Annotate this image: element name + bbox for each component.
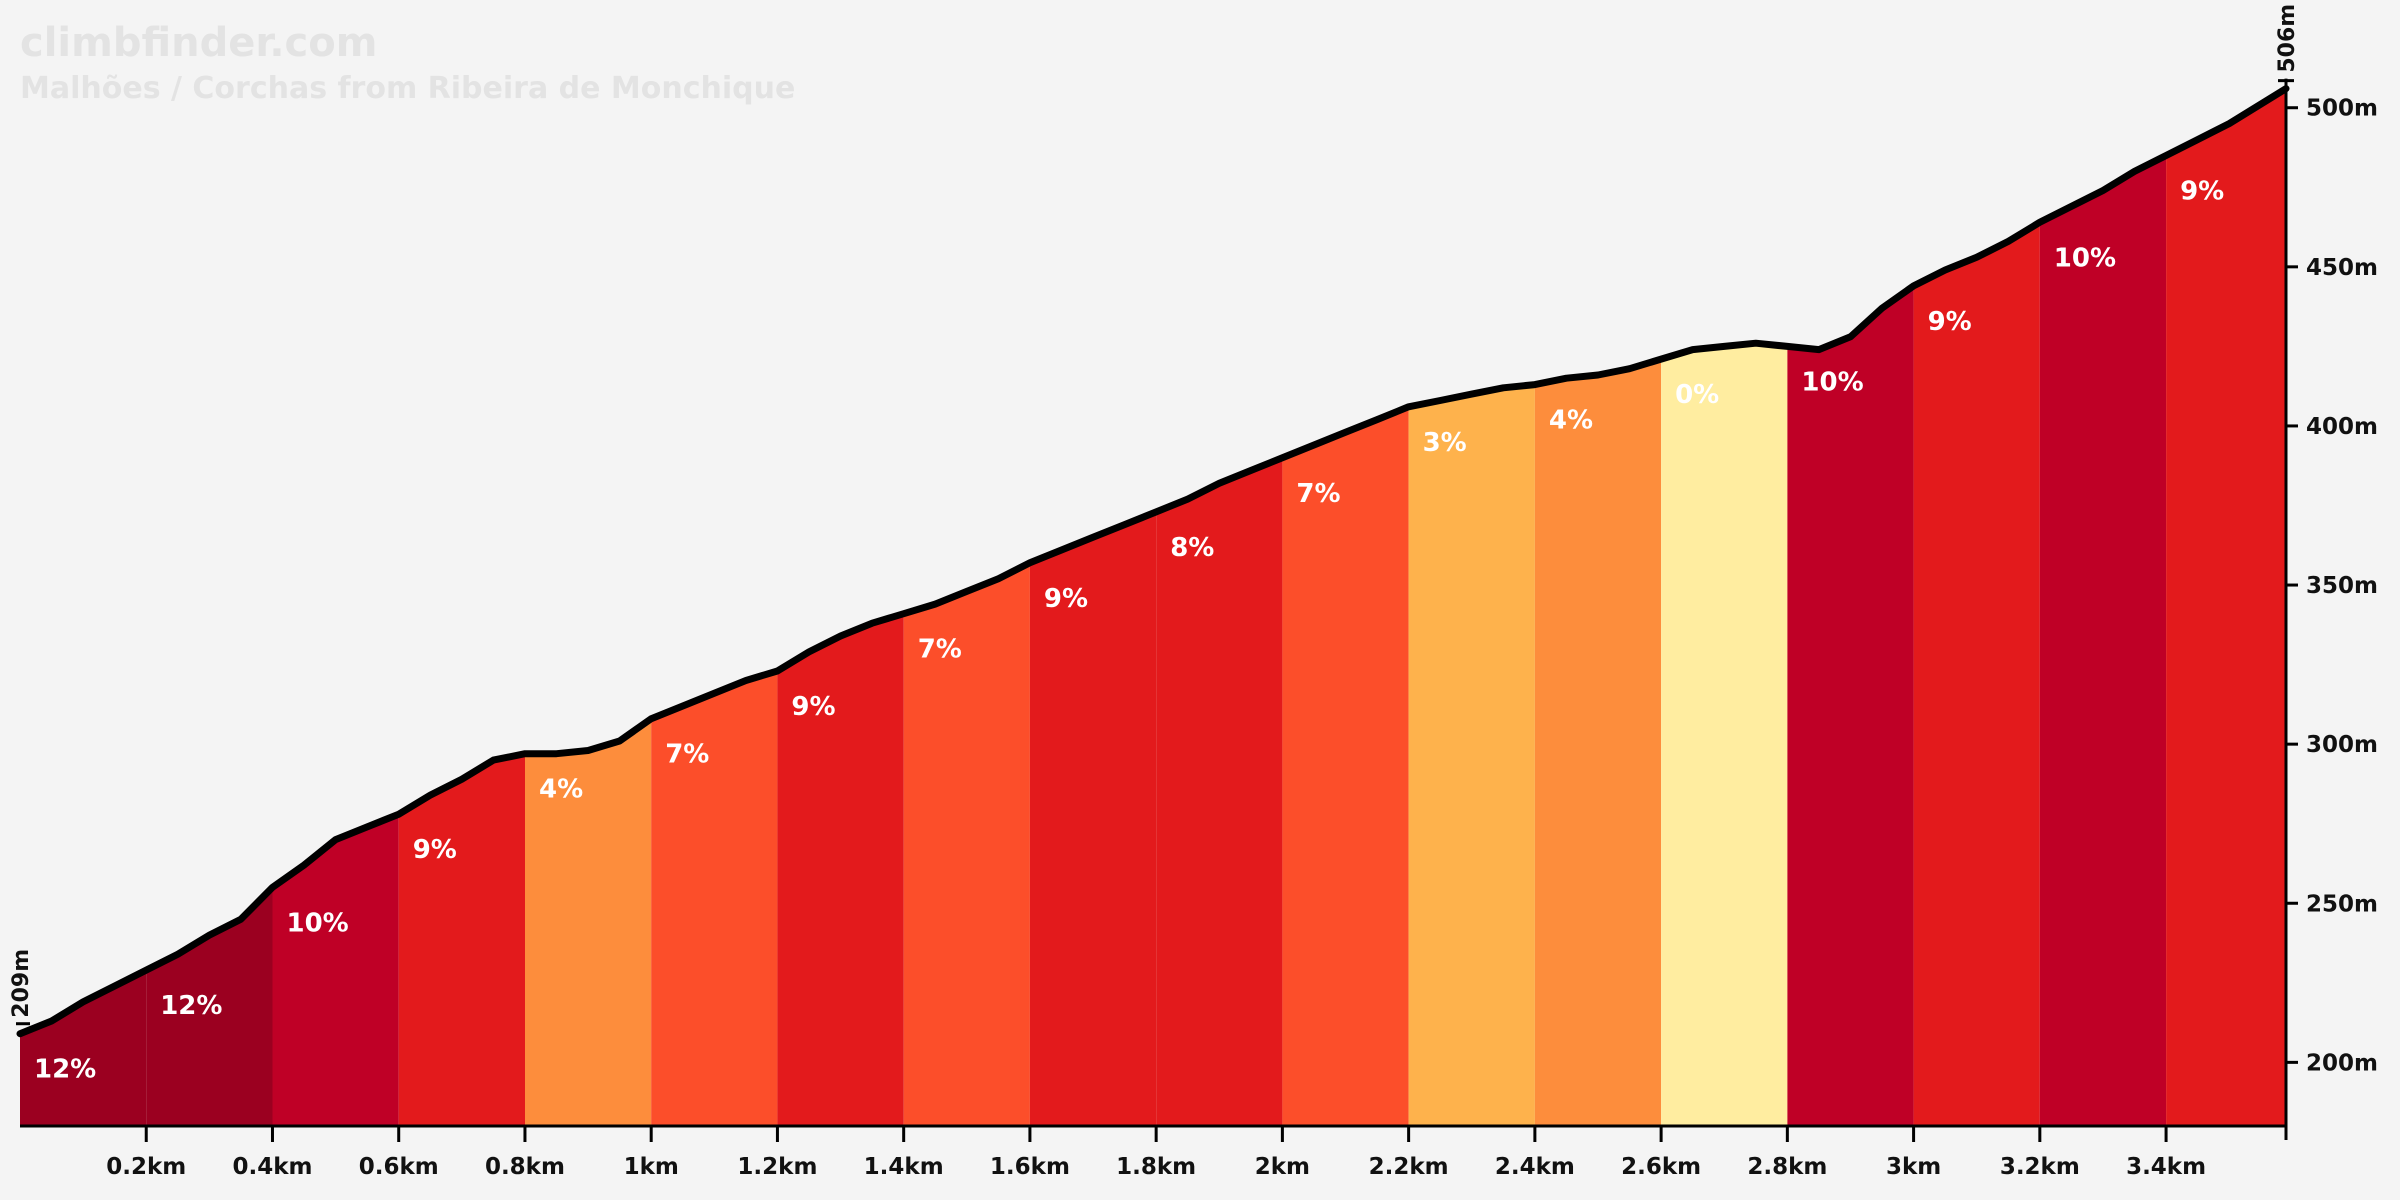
- grade-segment-0: [20, 970, 147, 1126]
- chart-subtitle: Malhões / Corchas from Ribeira de Monchi…: [20, 71, 795, 106]
- grade-segments: [20, 88, 2286, 1127]
- y-tick-label-6: 500m: [2306, 96, 2378, 122]
- grade-label-13: 0%: [1675, 380, 1719, 410]
- y-tick-label-5: 450m: [2306, 255, 2378, 281]
- grade-label-15: 9%: [1928, 307, 1972, 337]
- start-elevation-label: 209m: [9, 949, 34, 1018]
- grade-label-17: 9%: [2180, 177, 2224, 207]
- x-tick-label-5: 1.2km: [737, 1154, 817, 1180]
- end-elevation-label: 506m: [2275, 4, 2300, 73]
- grade-label-5: 7%: [665, 740, 709, 770]
- grade-label-2: 10%: [287, 908, 349, 938]
- y-tick-label-2: 300m: [2306, 732, 2378, 758]
- x-tick-label-2: 0.6km: [359, 1154, 439, 1180]
- x-tick-label-11: 2.4km: [1495, 1154, 1575, 1180]
- grade-segment-14: [1787, 285, 1914, 1126]
- x-tick-label-6: 1.4km: [864, 1154, 944, 1180]
- x-tick-label-8: 1.8km: [1116, 1154, 1196, 1180]
- grade-label-7: 7%: [918, 635, 962, 665]
- grade-segment-11: [1408, 384, 1535, 1127]
- x-tick-label-10: 2.2km: [1369, 1154, 1449, 1180]
- grade-segment-9: [1156, 457, 1283, 1126]
- grade-label-4: 4%: [539, 775, 583, 805]
- grade-label-11: 3%: [1423, 428, 1467, 458]
- grade-segment-6: [777, 613, 904, 1126]
- grade-label-9: 8%: [1170, 533, 1214, 563]
- x-tick-label-15: 3.2km: [2000, 1154, 2080, 1180]
- y-tick-label-0: 200m: [2306, 1050, 2378, 1076]
- y-tick-label-4: 400m: [2306, 414, 2378, 440]
- grade-segment-16: [2039, 155, 2167, 1126]
- y-tick-label-3: 350m: [2306, 573, 2378, 599]
- grade-label-14: 10%: [1801, 367, 1863, 397]
- grade-labels: 12% 12% 10% 9% 4% 7% 9% 7% 9% 8% 7% 3% 4% 0% 10% 9% 10% 9…: [34, 177, 2224, 1085]
- x-tick-label-7: 1.6km: [990, 1154, 1070, 1180]
- x-tick-label-16: 3.4km: [2126, 1154, 2206, 1180]
- x-tick-label-14: 3km: [1886, 1154, 1941, 1180]
- grade-label-12: 4%: [1549, 406, 1593, 436]
- grade-segment-8: [1029, 511, 1157, 1126]
- profile-line: [16, 85, 2290, 1038]
- axes: 0.2km 0.4km 0.6km 0.8km 1km 1.2km 1.4km 1.6km 1.…: [9, 4, 2378, 1180]
- grade-segment-13: [1661, 343, 1788, 1126]
- x-tick-label-4: 1km: [624, 1154, 679, 1180]
- grade-label-16: 10%: [2054, 243, 2116, 273]
- grade-label-10: 7%: [1296, 479, 1340, 509]
- grade-segment-1: [146, 887, 273, 1126]
- x-tick-label-12: 2.6km: [1621, 1154, 1701, 1180]
- y-tick-label-1: 250m: [2306, 891, 2378, 917]
- grade-segment-5: [651, 671, 778, 1126]
- x-tick-label-1: 0.4km: [232, 1154, 312, 1180]
- grade-label-3: 9%: [413, 835, 457, 865]
- x-tick-label-9: 2km: [1255, 1154, 1310, 1180]
- grade-segment-3: [398, 753, 525, 1126]
- grade-label-6: 9%: [791, 692, 835, 722]
- grade-label-1: 12%: [160, 991, 222, 1021]
- grade-segment-7: [903, 562, 1030, 1126]
- grade-label-8: 9%: [1044, 584, 1088, 614]
- grade-segment-2: [272, 814, 399, 1126]
- grade-segment-15: [1913, 222, 2040, 1127]
- x-tick-label-13: 2.8km: [1747, 1154, 1827, 1180]
- x-tick-label-3: 0.8km: [485, 1154, 565, 1180]
- grade-segment-10: [1282, 406, 1409, 1126]
- grade-segment-17: [2166, 88, 2286, 1127]
- grade-segment-4: [525, 718, 652, 1126]
- x-tick-label-0: 0.2km: [106, 1154, 186, 1180]
- grade-segment-12: [1534, 359, 1662, 1127]
- brand-watermark: climbfinder.com: [20, 20, 377, 66]
- profile-line-group: [16, 85, 2290, 1038]
- grade-label-0: 12%: [34, 1055, 96, 1085]
